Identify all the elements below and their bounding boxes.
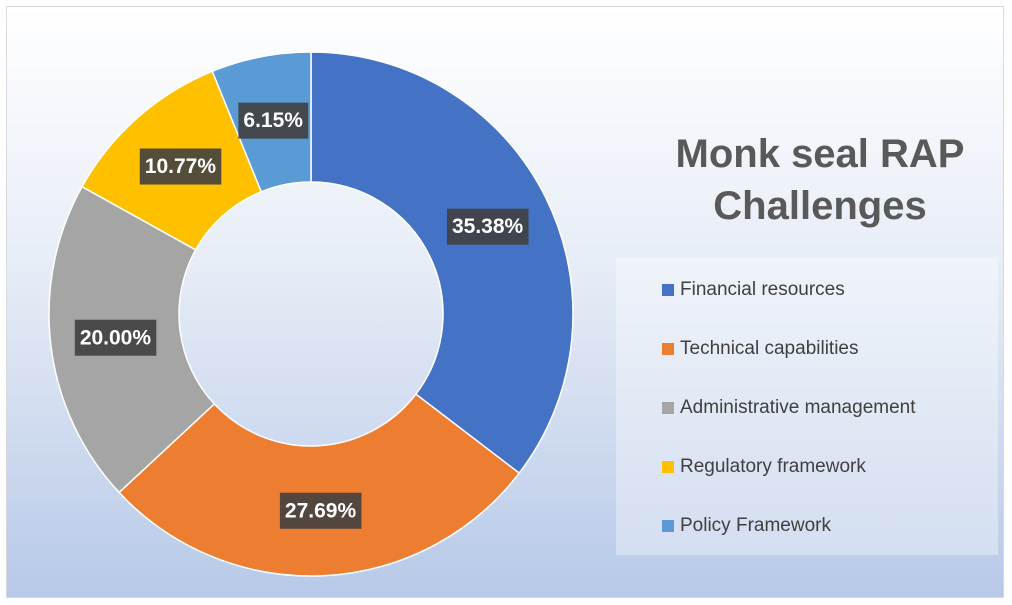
legend-swatch — [662, 402, 674, 414]
value-label-box — [238, 102, 309, 139]
legend-item: Technical capabilities — [662, 337, 859, 361]
value-label-box — [74, 319, 157, 356]
value-label-text: 6.15% — [243, 109, 303, 132]
value-label: 10.77% — [139, 148, 222, 185]
legend-item: Regulatory framework — [662, 455, 866, 479]
value-label-text: 10.77% — [145, 155, 217, 178]
value-label: 6.15% — [238, 102, 309, 139]
legend-swatch — [662, 520, 674, 532]
value-label-text: 35.38% — [452, 215, 524, 238]
legend-label: Policy Framework — [680, 515, 831, 536]
value-label-box — [446, 208, 529, 245]
legend: Financial resources Technical capabilitie… — [616, 258, 998, 555]
legend-label: Technical capabilities — [680, 338, 859, 359]
legend-swatch — [662, 343, 674, 355]
value-label: 27.69% — [279, 492, 362, 529]
donut-slice — [310, 51, 574, 475]
legend-swatch — [662, 461, 674, 473]
legend-item: Policy Framework — [662, 514, 831, 538]
legend-swatch — [662, 284, 674, 296]
value-label-text: 20.00% — [80, 326, 152, 349]
legend-label: Administrative management — [680, 397, 916, 418]
donut-slice — [118, 393, 521, 577]
legend-item: Administrative management — [662, 396, 916, 420]
value-label: 35.38% — [446, 208, 529, 245]
value-label: 20.00% — [74, 319, 157, 356]
value-label-text: 27.69% — [285, 499, 357, 522]
legend-label: Financial resources — [680, 279, 845, 300]
legend-label: Regulatory framework — [680, 456, 866, 477]
chart-title: Monk seal RAP Challenges — [675, 132, 965, 228]
legend-item: Financial resources — [662, 278, 845, 302]
value-label-box — [139, 148, 222, 185]
value-label-box — [279, 492, 362, 529]
